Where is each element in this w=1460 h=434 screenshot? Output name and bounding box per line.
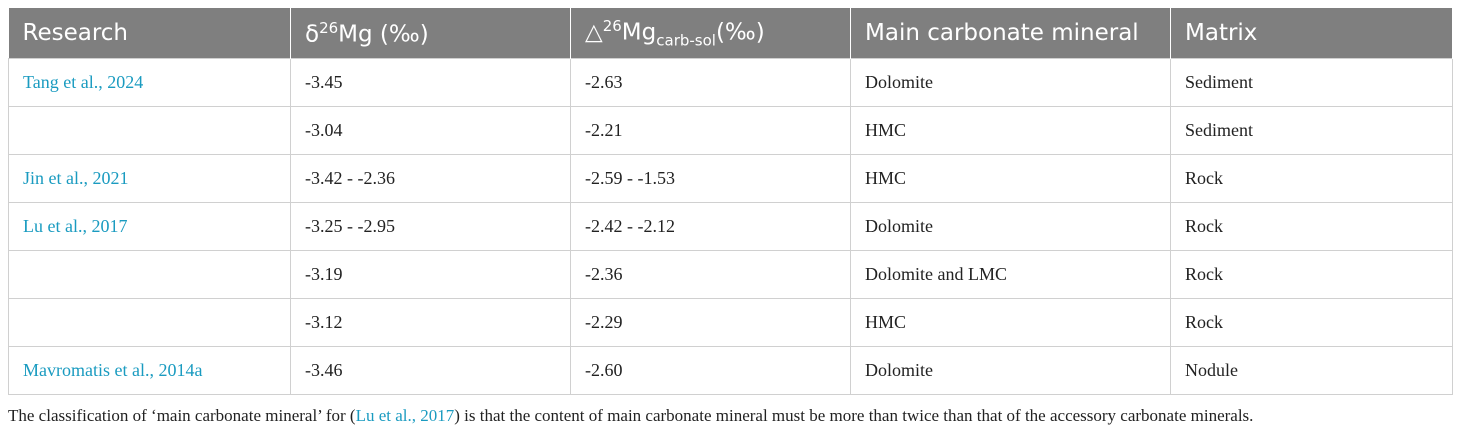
table-cell: Dolomite <box>850 202 1171 251</box>
table-body: Tang et al., 2024 -3.45 -2.63 Dolomite Sedim… <box>8 58 1453 395</box>
table-cell: -3.46 <box>290 346 571 395</box>
table-cell: Dolomite <box>850 58 1171 107</box>
table-cell[interactable]: Tang et al., 2024 <box>8 58 291 107</box>
table-row: -3.19 -2.36 Dolomite and LMC Rock <box>8 250 1453 299</box>
table-cell <box>8 106 291 155</box>
table-cell: -2.36 <box>570 250 851 299</box>
header-text: δ <box>305 21 320 48</box>
header-text: Mg <box>621 19 657 46</box>
table-cell[interactable]: Lu et al., 2017 <box>8 202 291 251</box>
data-table: Research δ26Mg (‰) △26Mgcarb-sol(‰) Main ca… <box>8 8 1453 395</box>
table-cell: -2.60 <box>570 346 851 395</box>
table-row: -3.04 -2.21 HMC Sediment <box>8 106 1453 155</box>
table-cell: Dolomite <box>850 346 1171 395</box>
header-cell: Research <box>8 8 291 59</box>
header-row: Research δ26Mg (‰) △26Mgcarb-sol(‰) Main ca… <box>8 8 1453 59</box>
table-cell: Nodule <box>1170 346 1453 395</box>
table-cell: -3.25 - -2.95 <box>290 202 571 251</box>
table-cell: HMC <box>850 106 1171 155</box>
table-row: Mavromatis et al., 2014a -3.46 -2.60 Dolomi… <box>8 346 1453 395</box>
table-row: Jin et al., 2021 -3.42 - -2.36 -2.59 - -1.… <box>8 154 1453 203</box>
table-cell: Rock <box>1170 298 1453 347</box>
table-cell[interactable]: Mavromatis et al., 2014a <box>8 346 291 395</box>
table-row: Lu et al., 2017 -3.25 - -2.95 -2.42 - -2.1… <box>8 202 1453 251</box>
header-cell: Matrix <box>1170 8 1453 59</box>
header-text: Mg (‰) <box>338 21 429 48</box>
table-cell <box>8 298 291 347</box>
header-text: 26 <box>602 16 622 35</box>
header-cell: △26Mgcarb-sol(‰) <box>570 8 851 59</box>
table-cell: Rock <box>1170 202 1453 251</box>
header-text: carb-sol <box>656 31 716 50</box>
header-text: Research <box>22 20 129 46</box>
table-cell: Rock <box>1170 250 1453 299</box>
table-cell: -2.63 <box>570 58 851 107</box>
table-cell[interactable]: Jin et al., 2021 <box>8 154 291 203</box>
header-cell: Main carbonate mineral <box>850 8 1171 59</box>
table-cell: -2.42 - -2.12 <box>570 202 851 251</box>
header-text: △ <box>585 19 603 46</box>
header-cell: δ26Mg (‰) <box>290 8 571 59</box>
table-cell: -2.29 <box>570 298 851 347</box>
header-text: Main carbonate mineral <box>865 20 1139 46</box>
table-cell: HMC <box>850 154 1171 203</box>
table-cell: Dolomite and LMC <box>850 250 1171 299</box>
table-cell: -2.21 <box>570 106 851 155</box>
table-row: -3.12 -2.29 HMC Rock <box>8 298 1453 347</box>
table-cell: -3.45 <box>290 58 571 107</box>
table-cell: Sediment <box>1170 58 1453 107</box>
table-cell <box>8 250 291 299</box>
table-cell: -2.59 - -1.53 <box>570 154 851 203</box>
header-text: (‰) <box>715 19 765 46</box>
footnote-text: ) is that the content of main carbonate … <box>454 406 1254 425</box>
table-cell: HMC <box>850 298 1171 347</box>
table-cell: -3.04 <box>290 106 571 155</box>
header-text: 26 <box>319 18 339 37</box>
footnote-text: The classification of ‘main carbonate mi… <box>8 406 356 425</box>
footnote: The classification of ‘main carbonate mi… <box>8 406 1253 426</box>
footnote-link[interactable]: Lu et al., 2017 <box>355 406 455 425</box>
table-row: Tang et al., 2024 -3.45 -2.63 Dolomite Sedim… <box>8 58 1453 107</box>
table-cell: -3.12 <box>290 298 571 347</box>
header-text: Matrix <box>1185 20 1258 46</box>
table-cell: -3.19 <box>290 250 571 299</box>
table-cell: Rock <box>1170 154 1453 203</box>
table-cell: -3.42 - -2.36 <box>290 154 571 203</box>
table-cell: Sediment <box>1170 106 1453 155</box>
